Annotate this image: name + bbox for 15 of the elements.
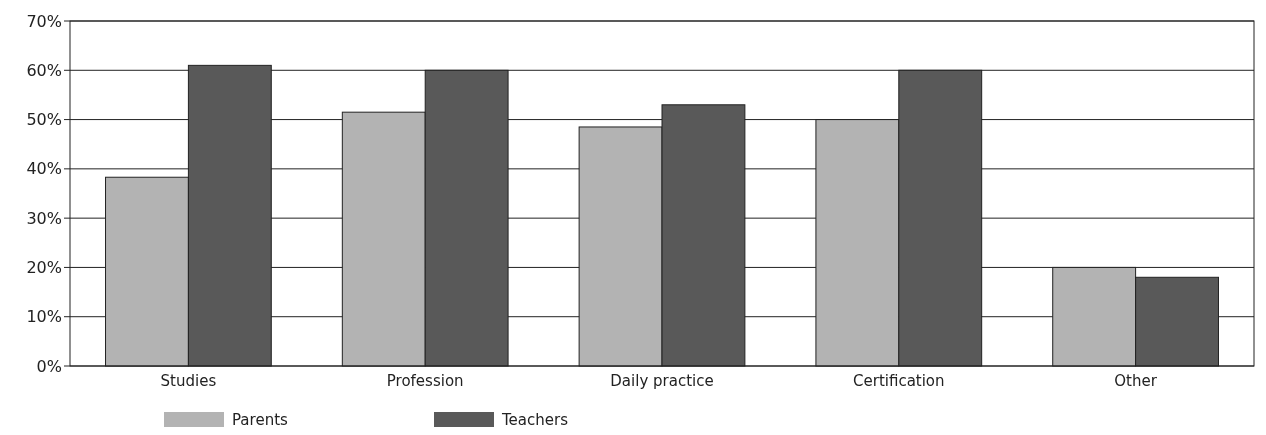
y-tick-label: 20%: [26, 258, 62, 278]
y-tick-label: 0%: [36, 356, 62, 376]
y-tick-label: 50%: [26, 110, 62, 130]
x-tick-label: Profession: [386, 372, 464, 390]
y-tick-label: 30%: [26, 208, 62, 228]
x-tick-label: Other: [1114, 372, 1158, 390]
y-tick-label: 10%: [26, 307, 62, 327]
x-tick-label: Studies: [160, 372, 217, 390]
x-tick-label: Certification: [853, 372, 945, 390]
x-tick-label: Daily practice: [610, 372, 714, 390]
y-tick-label: 60%: [26, 60, 62, 80]
legend-label: Parents: [232, 411, 289, 430]
y-tick-label: 70%: [26, 11, 62, 31]
legend-label: Teachers: [501, 411, 569, 430]
y-tick-label: 40%: [26, 159, 62, 179]
